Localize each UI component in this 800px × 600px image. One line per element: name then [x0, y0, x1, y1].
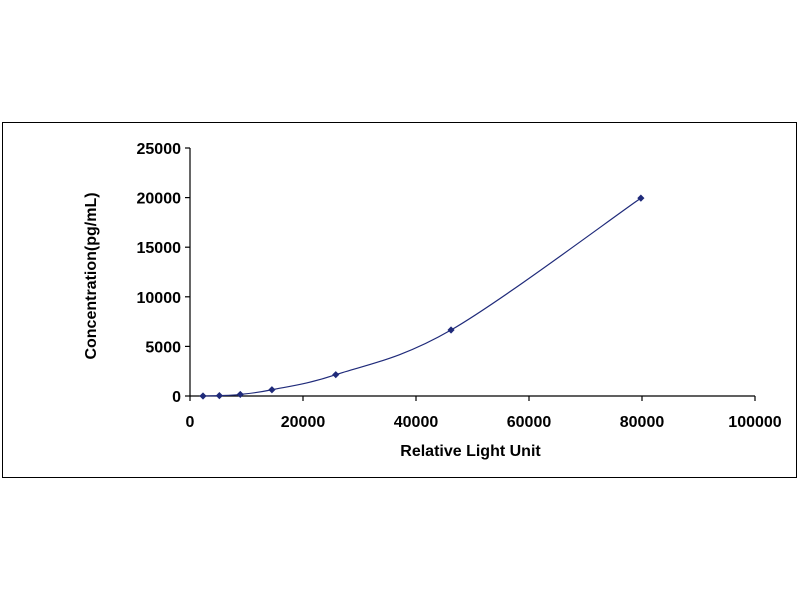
x-tick-label: 0	[186, 414, 195, 431]
axis-ticks: 0 5000 10000 15000 20000 25000 0 20000 40000 6000…	[137, 141, 782, 431]
data-point	[268, 386, 276, 394]
y-tick-label: 5000	[145, 339, 181, 356]
data-point	[199, 392, 207, 400]
axes	[189, 148, 755, 397]
fitted-curve	[202, 197, 642, 397]
x-tick-label: 80000	[620, 414, 665, 431]
x-tick-label: 100000	[728, 414, 781, 431]
data-points-layer	[199, 194, 645, 400]
y-tick-label: 10000	[137, 290, 182, 307]
data-point	[637, 194, 645, 202]
y-tick-label: 25000	[137, 141, 182, 158]
data-point	[236, 390, 244, 399]
x-tick-label: 60000	[507, 414, 552, 431]
data-point	[332, 371, 340, 379]
x-tick-label: 40000	[394, 414, 439, 431]
y-tick-label: 15000	[137, 240, 182, 257]
data-point	[215, 392, 223, 400]
y-tick-label: 20000	[137, 191, 182, 208]
y-tick-label: 0	[172, 389, 181, 406]
x-tick-label: 20000	[281, 414, 326, 431]
chart-frame	[2, 122, 797, 478]
x-axis-title: Relative Light Unit	[400, 443, 541, 460]
fitted-curve-layer	[202, 197, 642, 397]
data-point	[447, 326, 455, 334]
y-axis-title: Concentration(pg/mL)	[83, 192, 100, 359]
